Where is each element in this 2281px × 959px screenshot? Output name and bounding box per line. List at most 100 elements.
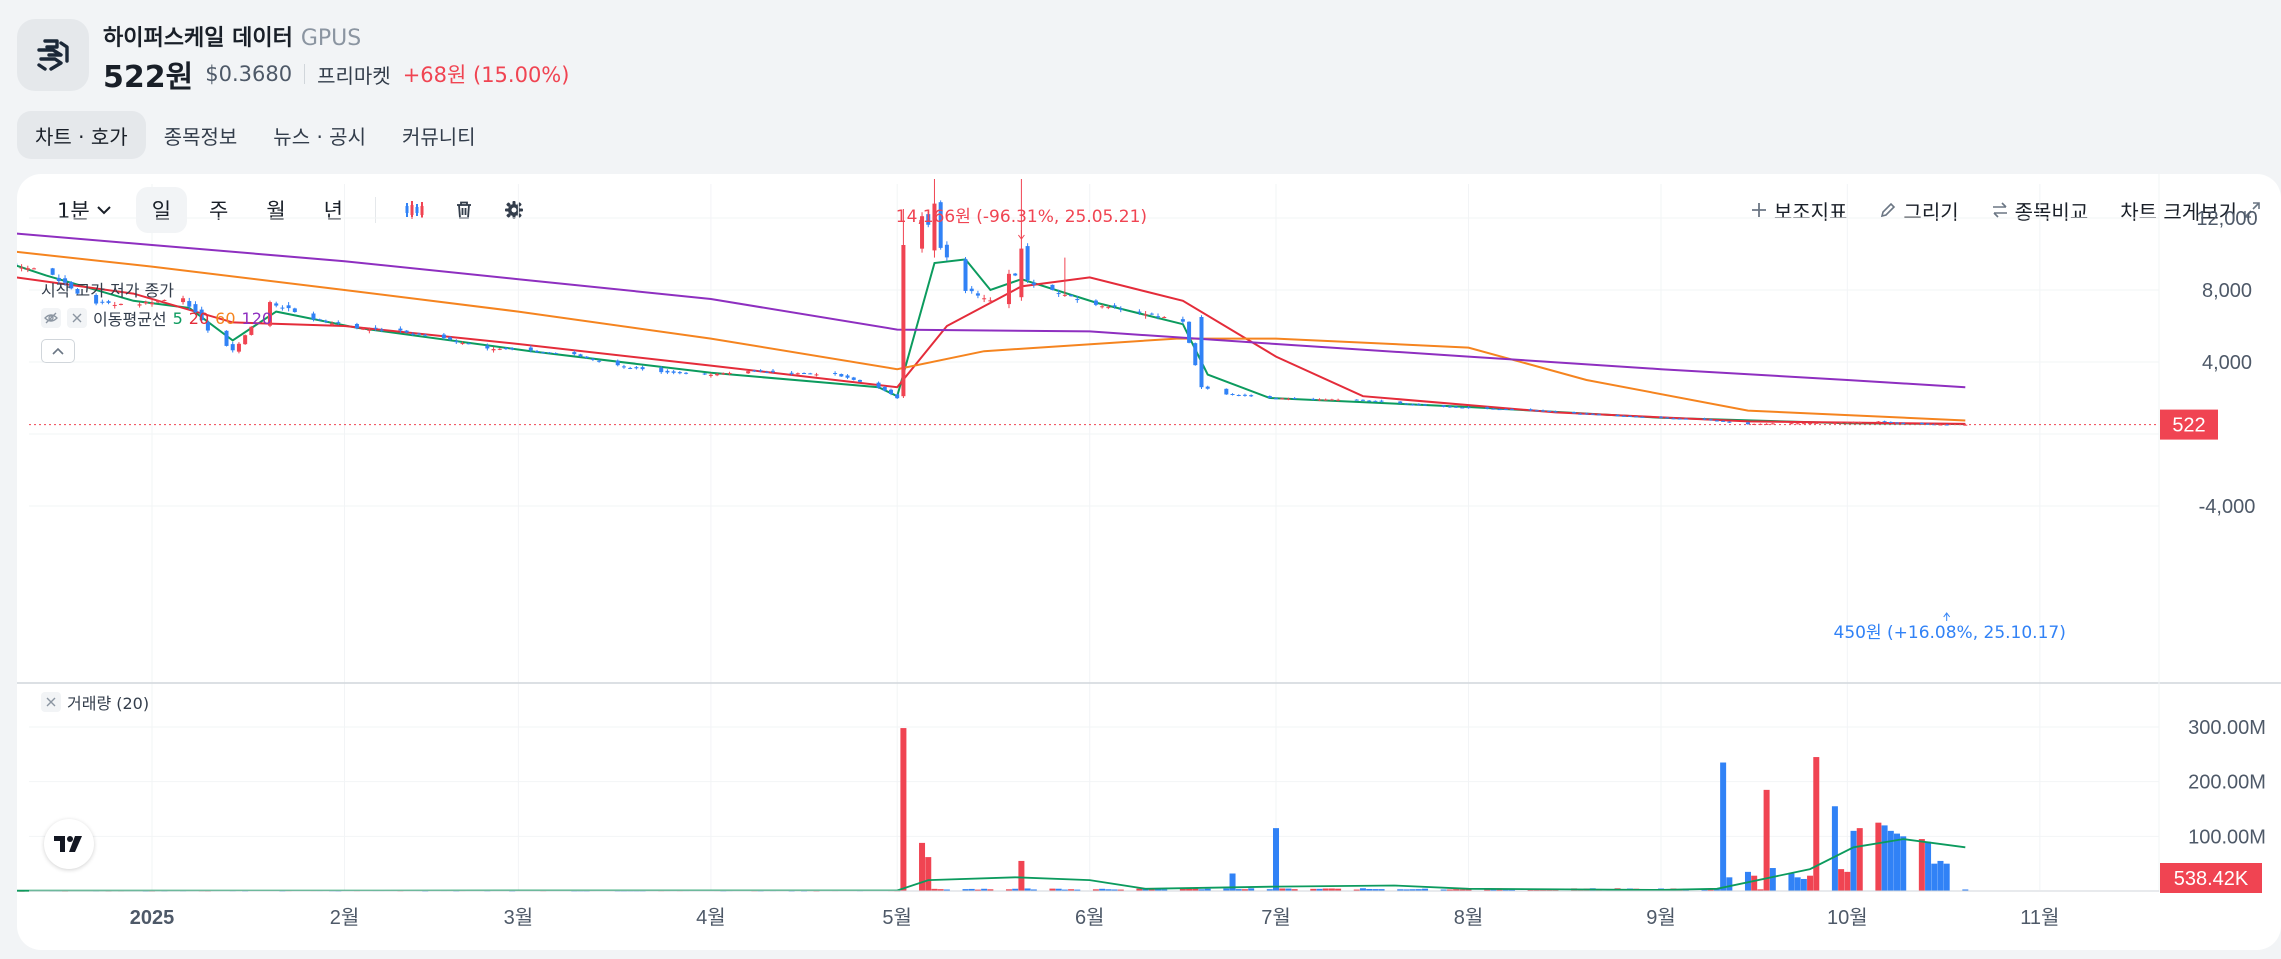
price-divider — [304, 64, 306, 84]
candle-body — [969, 288, 974, 292]
ticker-symbol: GPUS — [300, 26, 362, 51]
compare-button[interactable]: 종목비교 — [1991, 187, 2088, 233]
expand-chart-button[interactable]: 차트 크게보기 — [2120, 187, 2261, 233]
candle-body — [1851, 422, 1856, 424]
toggle-visibility-button[interactable] — [41, 308, 61, 328]
volume-bar — [1179, 888, 1186, 891]
volume-bar — [1248, 888, 1255, 891]
tab-chart[interactable]: 차트 · 호가 — [17, 111, 146, 159]
candle-body — [1534, 410, 1539, 412]
high-annotation: 14,166원 (-96.31%, 25.05.21) — [896, 207, 1147, 227]
volume-bar — [1092, 889, 1099, 891]
candle-body — [1509, 409, 1514, 411]
candle-body — [1528, 409, 1533, 411]
volume-bar — [1484, 889, 1491, 891]
volume-bar — [1831, 806, 1838, 891]
x-tick-label: 2월 — [330, 906, 360, 929]
candle-body — [181, 298, 186, 303]
candle-body — [553, 352, 558, 354]
candle-body — [584, 356, 589, 358]
candle-body — [833, 373, 838, 375]
candle-body — [1547, 410, 1552, 412]
candle-body — [1721, 420, 1726, 422]
volume-bar — [1322, 888, 1329, 891]
period-day-button[interactable]: 일 — [135, 187, 188, 233]
candle-body — [1031, 282, 1036, 285]
candle-body — [503, 348, 508, 350]
volume-bar — [900, 728, 907, 891]
legend-collapse-button[interactable] — [41, 339, 75, 363]
candle-body — [1615, 414, 1620, 417]
volume-bar — [1117, 889, 1124, 891]
candle-body — [1963, 424, 1968, 426]
candle-body — [802, 373, 807, 375]
period-week-button[interactable]: 주 — [209, 199, 229, 223]
period-year-button[interactable]: 년 — [323, 199, 343, 223]
volume-bar — [1316, 888, 1323, 891]
volume-tick-label: 300.00M — [2188, 717, 2266, 739]
period-month-button[interactable]: 월 — [266, 199, 286, 223]
candle-body — [1118, 308, 1123, 310]
volume-bar — [1291, 889, 1298, 891]
candle-body — [876, 382, 881, 388]
candle-body — [25, 268, 30, 270]
tab-news[interactable]: 뉴스 · 공시 — [273, 124, 366, 149]
candle-body — [665, 370, 670, 373]
candle-body — [1093, 300, 1098, 305]
tab-info[interactable]: 종목정보 — [163, 124, 238, 149]
volume-bar — [1111, 889, 1118, 891]
ma-legend-label: 이동평균선 — [93, 310, 167, 329]
candle-body — [1075, 299, 1080, 301]
candle-body — [75, 289, 80, 294]
candle-body — [379, 329, 384, 331]
candle-body — [1901, 422, 1906, 424]
volume-bar — [1353, 889, 1360, 891]
volume-legend: 거래량 (20) — [41, 690, 149, 714]
candle-body — [286, 305, 291, 309]
candle-body — [1491, 408, 1496, 410]
volume-bar — [974, 889, 981, 891]
volume-bar — [1894, 833, 1901, 891]
candle-body — [1416, 404, 1421, 406]
candle-body — [839, 374, 844, 377]
volume-bar — [1881, 825, 1888, 891]
candle-body — [1286, 398, 1291, 400]
chart-type-button[interactable] — [392, 187, 436, 233]
candle-body — [1137, 311, 1142, 313]
candle-body — [1665, 417, 1670, 419]
draw-button[interactable]: 그리기 — [1879, 187, 1959, 233]
volume-bar — [1055, 888, 1062, 891]
candle-body — [249, 326, 254, 335]
volume-bar — [1378, 889, 1385, 891]
price-chart[interactable]: 16,00012,0008,0004,000-4,000300.00M200.0… — [17, 174, 2281, 950]
candle-body — [1497, 409, 1502, 411]
volume-bar — [1372, 889, 1379, 891]
candle-body — [1702, 418, 1707, 420]
candle-body — [901, 245, 906, 397]
candle-body — [330, 323, 335, 325]
interval-dropdown[interactable]: 1분 — [41, 187, 130, 233]
candle-body — [895, 394, 900, 399]
candle-body — [205, 322, 210, 331]
price-row: 522원 $0.3680 프리마켓 +68원 (15.00%) — [103, 52, 569, 96]
candle-body — [162, 299, 167, 301]
remove-volume-button[interactable] — [41, 692, 61, 712]
volume-bar — [1800, 878, 1807, 891]
candle-body — [441, 334, 446, 339]
candle-body — [764, 371, 769, 373]
candle-body — [597, 360, 602, 362]
x-tick-label: 8월 — [1454, 906, 1484, 929]
candle-body — [541, 352, 546, 354]
candle-body — [1249, 395, 1254, 397]
volume-bar — [1030, 889, 1037, 891]
indicators-button[interactable]: 보조지표 — [1750, 187, 1847, 233]
candle-body — [746, 371, 751, 374]
remove-ma-button[interactable] — [67, 308, 87, 328]
candle-body — [1410, 404, 1415, 406]
candle-body — [1708, 419, 1713, 421]
volume-bar — [1223, 888, 1230, 891]
tab-community[interactable]: 커뮤니티 — [401, 124, 476, 149]
tradingview-logo[interactable] — [44, 819, 94, 869]
candle-body — [1329, 399, 1334, 401]
candle-body — [572, 352, 577, 355]
